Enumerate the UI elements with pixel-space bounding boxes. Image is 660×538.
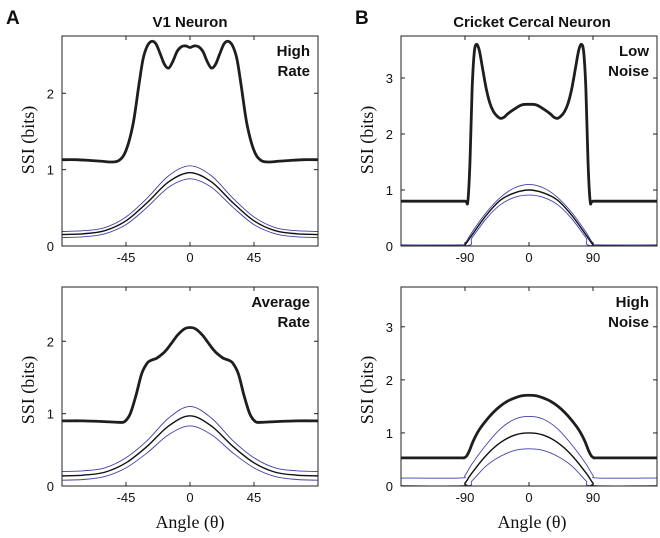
series-line-band-1 [401,183,657,246]
ylabel-bottom-left: SSI (bits) [18,356,39,425]
x-tick-label: 0 [186,490,193,505]
series-line-thick-0 [62,326,318,424]
ylabel-top-left: SSI (bits) [18,106,39,175]
x-tick-label: -90 [456,490,475,505]
chart-panel-cercal-high-noise: -90 0 90 0 1 2 3 High Noise [386,286,658,505]
series-line-band-1 [62,165,318,232]
series-group [62,39,318,239]
y-tick-label: 0 [47,239,54,254]
y-tick-label: 3 [386,71,393,86]
x-tick-label: 90 [586,250,600,265]
x-tick-label: 0 [186,250,193,265]
y-tick-label: 2 [386,373,393,388]
y-tick-label: 1 [386,183,393,198]
series-line-mean-2 [62,171,318,236]
column-title-v1: V1 Neuron [152,14,227,31]
panel-letter-a: A [6,8,20,29]
x-tick-label: 0 [525,490,532,505]
panel-annotation: Rate [277,63,310,80]
panel-annotation: Rate [277,314,310,331]
y-tick-label: 0 [386,239,393,254]
series-group [401,393,657,486]
x-tick-label: 45 [247,490,261,505]
x-tick-label: 45 [247,250,261,265]
series-line-band-1 [401,416,657,479]
panel-annotation: Low [619,43,649,60]
xlabel-left: Angle (θ) [155,512,224,533]
panel-annotation: Noise [608,314,649,331]
ylabel-bottom-right: SSI (bits) [357,356,378,425]
series-line-thick-0 [401,42,657,206]
y-tick-label: 2 [47,86,54,101]
y-tick-label: 0 [386,479,393,494]
x-tick-label: 0 [525,250,532,265]
ylabel-top-right: SSI (bits) [357,106,378,175]
series-group [62,326,318,481]
series-line-band-3 [62,178,318,239]
y-tick-label: 3 [386,320,393,335]
panel-annotation: Average [251,294,310,311]
series-line-mean-2 [401,432,657,486]
panel-annotation: High [616,294,649,311]
x-tick-label: -90 [456,250,475,265]
x-tick-label: -45 [117,250,136,265]
series-group [401,42,657,246]
panel-annotation: High [277,43,310,60]
y-tick-label: 1 [47,163,54,178]
xlabel-right: Angle (θ) [497,512,566,533]
series-line-mean-2 [62,415,318,477]
panels-group: -45 0 45 0 1 2 High Rate -90 0 90 0 1 2 3 Low Noise -45 0 4… [47,35,658,505]
chart-panel-v1-high-rate: -45 0 45 0 1 2 High Rate [47,35,319,265]
series-line-band-3 [401,194,657,246]
series-line-mean-2 [401,189,657,246]
y-tick-label: 0 [47,479,54,494]
y-tick-label: 2 [386,127,393,142]
column-title-cercal: Cricket Cercal Neuron [453,14,611,31]
chart-panel-cercal-low-noise: -90 0 90 0 1 2 3 Low Noise [386,35,658,265]
panel-annotation: Noise [608,63,649,80]
y-tick-label: 1 [47,407,54,422]
chart-panel-v1-average-rate: -45 0 45 0 1 2 Average Rate [47,286,319,505]
x-tick-label: -45 [117,490,136,505]
series-line-band-3 [401,448,657,486]
y-tick-label: 2 [47,334,54,349]
series-line-band-1 [62,405,318,472]
series-line-thick-0 [62,39,318,164]
series-line-thick-0 [401,393,657,460]
panel-letter-b: B [355,8,369,29]
y-tick-label: 1 [386,426,393,441]
series-line-band-3 [62,425,318,481]
x-tick-label: 90 [586,490,600,505]
